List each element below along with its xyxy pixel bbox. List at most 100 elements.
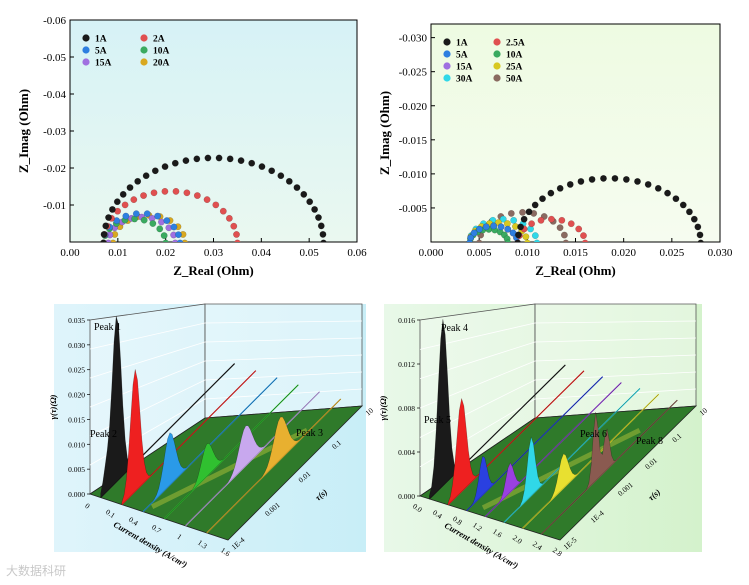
y-tick-label: -0.04 [43, 89, 66, 101]
y-tick-label: 0.010 [68, 440, 85, 449]
data-point [504, 225, 512, 233]
data-point [685, 208, 693, 216]
data-point [320, 239, 327, 242]
data-point [311, 205, 319, 213]
y-axis-label: γ(τ)(Ω) [48, 394, 58, 419]
data-point [690, 215, 698, 223]
data-point [556, 224, 564, 232]
data-point [528, 220, 536, 228]
data-point [104, 239, 112, 242]
x-tick-label: 0.02 [156, 247, 175, 259]
data-point [143, 210, 151, 218]
y-tick-label: -0.015 [399, 135, 428, 147]
data-point [100, 230, 108, 238]
x-tick-label: 0.005 [467, 247, 492, 259]
y-tick-label: -0.02 [43, 163, 66, 175]
y-tick-label: 0.030 [68, 341, 85, 350]
data-point [156, 225, 164, 233]
legend-label: 10A [153, 47, 170, 57]
legend-label: 5A [95, 47, 107, 57]
peak-annotation: Peak 2 [90, 429, 117, 440]
peak-annotation: Peak 3 [296, 428, 323, 439]
data-point [567, 220, 575, 228]
data-point [467, 234, 475, 242]
y-tick-label: 0.012 [398, 360, 415, 369]
data-point [519, 208, 526, 216]
y-tick-label: 0.000 [398, 492, 415, 501]
data-point [233, 231, 240, 238]
data-point [121, 201, 129, 209]
legend-marker [493, 74, 501, 82]
data-point [100, 239, 107, 242]
legend-marker [493, 62, 501, 70]
data-point [577, 177, 585, 185]
data-point [230, 222, 238, 230]
data-point [193, 192, 201, 200]
series-baseline [540, 399, 678, 535]
drt-peak [142, 377, 278, 512]
y-tick-label: -0.010 [399, 169, 428, 181]
data-point [611, 174, 619, 182]
y-tick-label: -0.020 [399, 101, 428, 113]
legend-label: 30A [456, 75, 473, 85]
data-point [140, 192, 147, 200]
data-point [183, 189, 191, 197]
y-tick-label: -0.005 [399, 203, 428, 215]
data-point [547, 189, 555, 197]
data-point [664, 189, 672, 197]
data-point [482, 223, 490, 231]
data-point [193, 155, 201, 163]
legend-label: 1A [95, 35, 107, 45]
data-point [285, 177, 293, 185]
legend-label: 15A [95, 59, 112, 69]
x-tick-label: 1.6 [491, 527, 504, 540]
data-point [293, 184, 301, 192]
drt-peak [484, 382, 622, 517]
data-point [175, 231, 182, 239]
data-point [531, 201, 539, 209]
peak-annotation: Peak 6 [580, 429, 607, 440]
data-point [113, 198, 121, 206]
data-point [524, 239, 531, 242]
series-baseline [206, 398, 342, 534]
legend-label: 15A [456, 63, 473, 73]
y-tick-label: 0.004 [398, 448, 415, 457]
data-point [149, 220, 157, 227]
x-axis-label: Z_Real (Ohm) [173, 263, 254, 278]
data-point [248, 159, 256, 167]
legend-marker [82, 34, 90, 42]
data-point [140, 216, 148, 224]
data-point [162, 239, 169, 242]
data-point [696, 231, 704, 239]
data-point [317, 222, 325, 230]
data-point [537, 216, 545, 224]
drt-peak [466, 376, 604, 512]
data-point [161, 163, 169, 171]
data-point [122, 212, 130, 220]
x-tick-label: 0.025 [659, 247, 684, 259]
peak-annotation: Peak 4 [441, 323, 468, 334]
y-tick-label: 0.005 [68, 465, 85, 474]
drt-floor [419, 405, 698, 541]
legend-label: 10A [506, 51, 523, 61]
x-tick-label: 0.00 [60, 247, 80, 259]
data-point [154, 212, 162, 220]
data-point [181, 239, 189, 242]
data-point [108, 205, 116, 213]
z-tick-label: 10 [364, 406, 376, 418]
data-point [300, 190, 308, 198]
y-tick-label: -0.025 [399, 67, 428, 79]
data-point [105, 214, 112, 221]
legend-label: 50A [506, 75, 523, 85]
y-tick-label: 0.016 [398, 316, 415, 325]
data-point [514, 239, 522, 242]
data-point [306, 198, 314, 206]
data-point [182, 157, 190, 165]
data-point [150, 189, 158, 197]
y-tick-label: -0.06 [43, 15, 66, 27]
legend-marker [140, 34, 148, 42]
x-tick-label: 0.030 [708, 247, 733, 259]
data-point [126, 184, 134, 192]
data-point [531, 232, 539, 240]
data-point [533, 239, 541, 242]
